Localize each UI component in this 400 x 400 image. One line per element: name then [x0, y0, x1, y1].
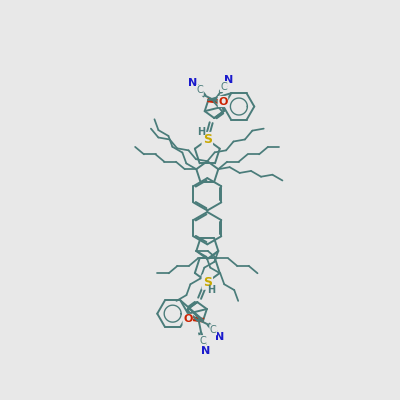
Text: N: N: [224, 75, 233, 85]
Text: S: S: [203, 276, 212, 288]
Text: H: H: [198, 127, 206, 137]
Text: C: C: [199, 336, 206, 346]
Text: O: O: [218, 96, 228, 106]
Text: O: O: [183, 314, 192, 324]
Text: N: N: [216, 332, 225, 342]
Text: S: S: [203, 133, 212, 146]
Text: C: C: [220, 82, 227, 92]
Text: N: N: [201, 346, 210, 356]
Text: C: C: [196, 85, 203, 95]
Text: C: C: [210, 325, 216, 335]
Text: N: N: [188, 78, 198, 88]
Text: H: H: [208, 285, 216, 295]
